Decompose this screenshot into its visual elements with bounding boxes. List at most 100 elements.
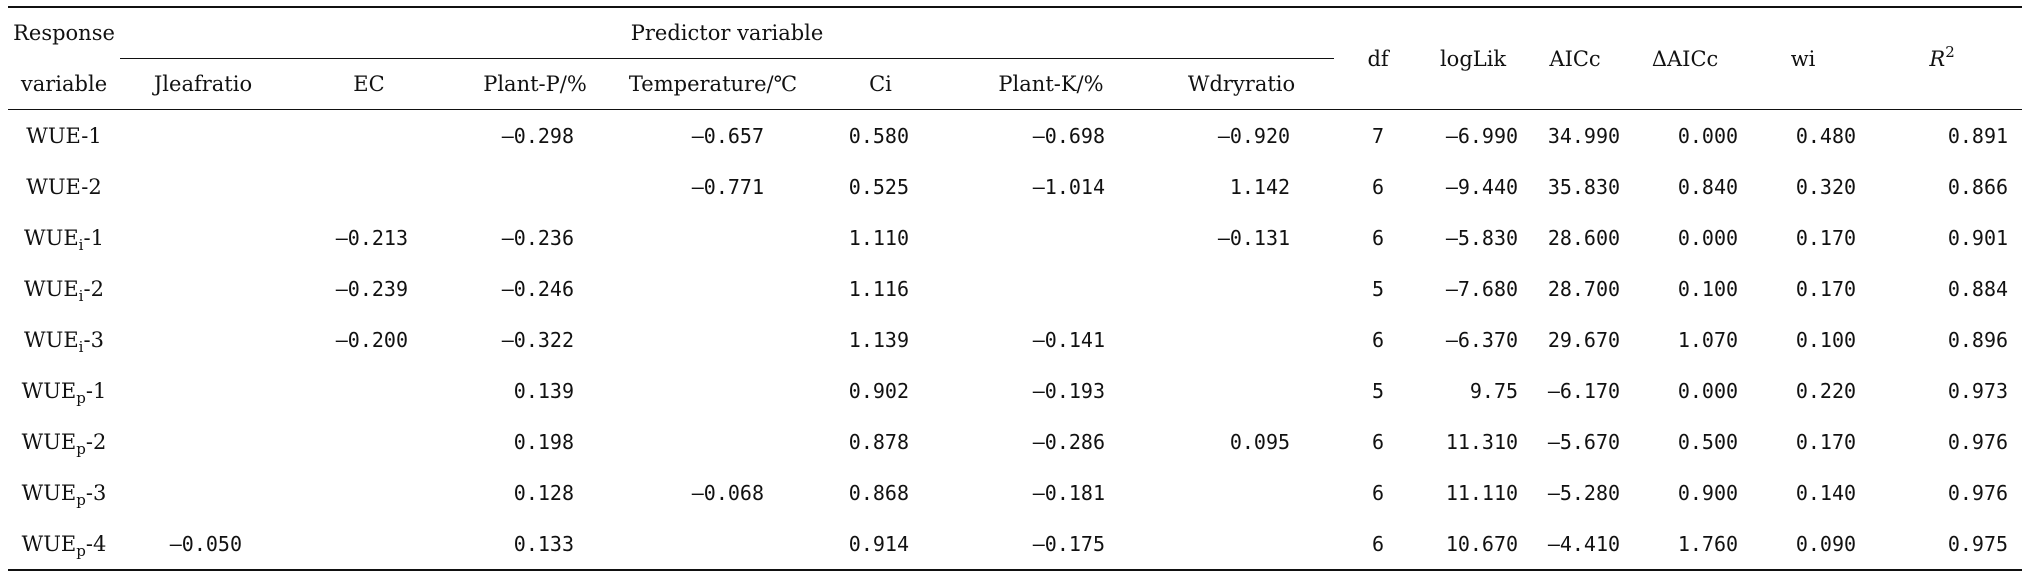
col-header-delta-aicc: ΔAICc xyxy=(1626,6,1745,110)
response-variable-label: WUEp-4 xyxy=(8,518,120,571)
label-suffix: -2 xyxy=(81,174,102,199)
label-base: WUE xyxy=(24,225,79,250)
col-header-ec: EC xyxy=(286,58,452,110)
cell-loglik: 11.310 xyxy=(1445,429,1519,454)
table-row: WUEp-1 0.139 0.902 —0.193 5 9.75 —6.170 0.000 0.… xyxy=(8,365,2022,416)
cell-r2: 0.976 xyxy=(1947,429,2009,454)
r2-exponent: 2 xyxy=(1945,42,1955,61)
cell-plant-p: —0.322 xyxy=(501,327,574,352)
r2-base: R xyxy=(1929,46,1946,71)
cell-delta-aicc: 1.760 xyxy=(1626,518,1745,571)
cell-jleafratio xyxy=(120,467,286,518)
col-header-plant-k: Plant-K/% xyxy=(953,58,1149,110)
cell-jleafratio: —0.050 xyxy=(120,518,286,571)
cell-aicc: —5.670 xyxy=(1547,429,1621,454)
cell-ec: —0.239 xyxy=(335,276,408,301)
response-variable-label: WUEi-1 xyxy=(8,212,120,263)
label-base: WUE xyxy=(26,174,82,199)
col-header-aicc: AICc xyxy=(1524,6,1627,110)
cell-ec xyxy=(286,467,452,518)
cell-ci: 0.868 xyxy=(848,480,909,505)
response-variable-label: WUE-1 xyxy=(8,110,120,162)
label-subscript: p xyxy=(76,388,86,407)
label-base: WUE xyxy=(21,480,77,505)
cell-temperature xyxy=(618,518,808,571)
cell-aicc: —6.170 xyxy=(1547,378,1621,403)
table-row: WUEp-4 —0.050 0.133 0.914 —0.175 6 10.670 —4.41… xyxy=(8,518,2023,571)
cell-ci: 0.914 xyxy=(808,518,953,571)
cell-aicc: —4.410 xyxy=(1524,518,1627,571)
label-suffix: -3 xyxy=(85,480,107,505)
response-variable-label: WUEp-3 xyxy=(8,467,120,518)
cell-loglik: 9.75 xyxy=(1469,378,1519,403)
cell-r2: 0.901 xyxy=(1947,225,2009,250)
cell-wdryratio: —0.131 xyxy=(1217,225,1291,250)
response-variable-label: WUEi-2 xyxy=(8,263,120,314)
cell-wdryratio xyxy=(1149,518,1335,571)
label-suffix: -4 xyxy=(85,531,107,556)
label-subscript: i xyxy=(78,235,84,254)
cell-plant-p xyxy=(452,161,618,212)
response-header-bottom: variable xyxy=(8,58,120,110)
table-row: WUEi-2 —0.239 —0.246 1.116 5 —7.680 28.700 0.10… xyxy=(8,263,2022,314)
cell-plant-p: 0.139 xyxy=(513,378,574,403)
col-header-df: df xyxy=(1334,6,1423,110)
cell-aicc: —5.280 xyxy=(1547,480,1621,505)
cell-df: 6 xyxy=(1372,225,1385,250)
cell-ec: —0.200 xyxy=(335,327,408,352)
col-header-temperature: Temperature/℃ xyxy=(618,58,808,110)
cell-plant-k: —0.175 xyxy=(953,518,1149,571)
cell-wi: 0.090 xyxy=(1744,518,1863,571)
response-variable-label: WUE-2 xyxy=(8,161,120,212)
cell-loglik: 10.670 xyxy=(1422,518,1525,571)
table-row: WUE-2 —0.771 0.525 —1.014 1.142 6 —9.440 35.830… xyxy=(8,161,2022,212)
cell-jleafratio xyxy=(120,110,286,162)
cell-ec xyxy=(286,365,452,416)
label-base: WUE xyxy=(21,378,77,403)
cell-ci: 0.878 xyxy=(848,429,909,454)
cell-wi: 0.220 xyxy=(1795,378,1857,403)
cell-df: 5 xyxy=(1372,378,1385,403)
label-suffix: -3 xyxy=(83,327,104,352)
cell-jleafratio xyxy=(120,365,286,416)
cell-df: 5 xyxy=(1372,276,1385,301)
label-subscript: p xyxy=(76,541,86,560)
col-header-r2: R2 xyxy=(1862,6,2023,110)
cell-delta-aicc: 0.900 xyxy=(1677,480,1739,505)
label-subscript: p xyxy=(76,490,86,509)
cell-loglik: —6.370 xyxy=(1445,327,1519,352)
label-base: WUE xyxy=(24,276,79,301)
cell-delta-aicc: 0.100 xyxy=(1677,276,1739,301)
cell-jleafratio xyxy=(120,314,286,365)
cell-r2: 0.975 xyxy=(1862,518,2023,571)
label-suffix: -2 xyxy=(85,429,107,454)
cell-jleafratio xyxy=(120,161,286,212)
cell-wdryratio xyxy=(1149,467,1334,518)
cell-r2: 0.891 xyxy=(1947,123,2009,148)
cell-wdryratio: 1.142 xyxy=(1229,174,1291,199)
cell-ci: 1.110 xyxy=(848,225,909,250)
label-base: WUE xyxy=(24,327,79,352)
table-body: WUE-1 —0.298 —0.657 0.580 —0.698 —0.920 7 —6.99… xyxy=(8,110,2023,571)
cell-loglik: —9.440 xyxy=(1445,174,1519,199)
table-row: WUEp-3 0.128 —0.068 0.868 —0.181 6 11.110 —5.28… xyxy=(8,467,2022,518)
col-header-jleafratio: Jleafratio xyxy=(120,58,286,110)
cell-jleafratio xyxy=(120,212,286,263)
cell-df: 6 xyxy=(1372,174,1385,199)
cell-plant-p: —0.298 xyxy=(501,123,574,148)
table-row: WUEi-1 —0.213 —0.236 1.110 —0.131 6 —5.830 28.6… xyxy=(8,212,2022,263)
cell-r2: 0.973 xyxy=(1947,378,2009,403)
cell-plant-k: —0.141 xyxy=(1032,327,1105,352)
label-base: WUE xyxy=(21,429,77,454)
cell-aicc: 28.600 xyxy=(1547,225,1621,250)
cell-delta-aicc: 0.000 xyxy=(1677,123,1739,148)
cell-plant-p: —0.236 xyxy=(501,225,574,250)
cell-wi: 0.140 xyxy=(1795,480,1857,505)
table-row: WUEp-2 0.198 0.878 —0.286 0.095 6 11.310 —5.670… xyxy=(8,416,2022,467)
cell-delta-aicc: 0.840 xyxy=(1677,174,1739,199)
response-variable-label: WUEi-3 xyxy=(8,314,120,365)
cell-plant-k: —0.193 xyxy=(1032,378,1105,403)
cell-delta-aicc: 0.500 xyxy=(1677,429,1739,454)
cell-df: 6 xyxy=(1372,327,1385,352)
cell-wi: 0.320 xyxy=(1795,174,1857,199)
